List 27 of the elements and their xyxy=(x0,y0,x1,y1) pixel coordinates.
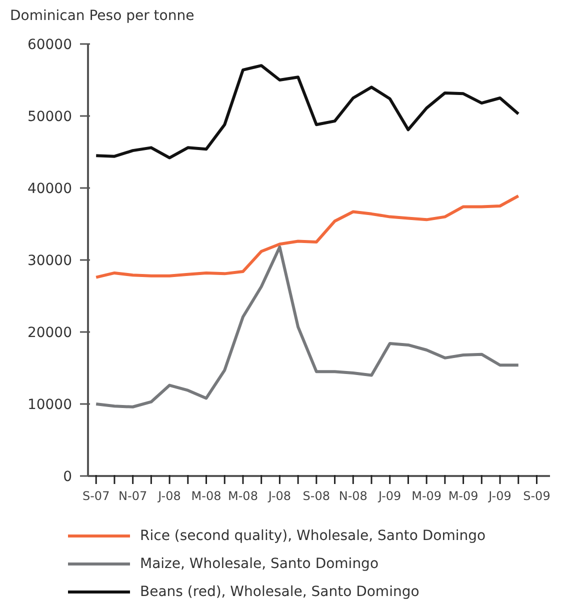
y-axis-title: Dominican Peso per tonne xyxy=(10,8,194,24)
x-tick-label: S-07 xyxy=(82,489,110,503)
y-tick-label: 10000 xyxy=(27,397,72,413)
x-tick-label: N-08 xyxy=(338,489,368,503)
y-tick-label: 20000 xyxy=(27,325,72,341)
y-tick-label: 30000 xyxy=(27,253,72,269)
x-tick-label: M-08 xyxy=(228,489,258,503)
x-tick-label: M-08 xyxy=(191,489,222,503)
y-tick-label: 40000 xyxy=(27,181,72,197)
x-tick-label: J-09 xyxy=(488,489,512,503)
x-tick-label: S-09 xyxy=(523,489,550,503)
y-tick-label: 50000 xyxy=(27,109,72,125)
legend-label: Maize, Wholesale, Santo Domingo xyxy=(140,556,379,572)
x-tick-label: J-08 xyxy=(157,489,181,503)
line-series xyxy=(94,246,520,408)
x-tick-label: J-08 xyxy=(267,489,292,503)
x-tick-label: J-09 xyxy=(377,489,402,503)
legend-label: Beans (red), Wholesale, Santo Domingo xyxy=(140,584,420,600)
x-tick-label: M-09 xyxy=(448,489,478,503)
x-tick-label: S-08 xyxy=(302,489,330,503)
line-series xyxy=(94,194,520,279)
y-tick-label: 60000 xyxy=(27,37,72,53)
line-series xyxy=(94,64,520,160)
x-tick-label: M-09 xyxy=(412,489,442,503)
y-tick-label: 0 xyxy=(63,469,72,485)
x-tick-label: N-07 xyxy=(118,489,148,503)
legend-label: Rice (second quality), Wholesale, Santo Domingo xyxy=(140,528,486,544)
